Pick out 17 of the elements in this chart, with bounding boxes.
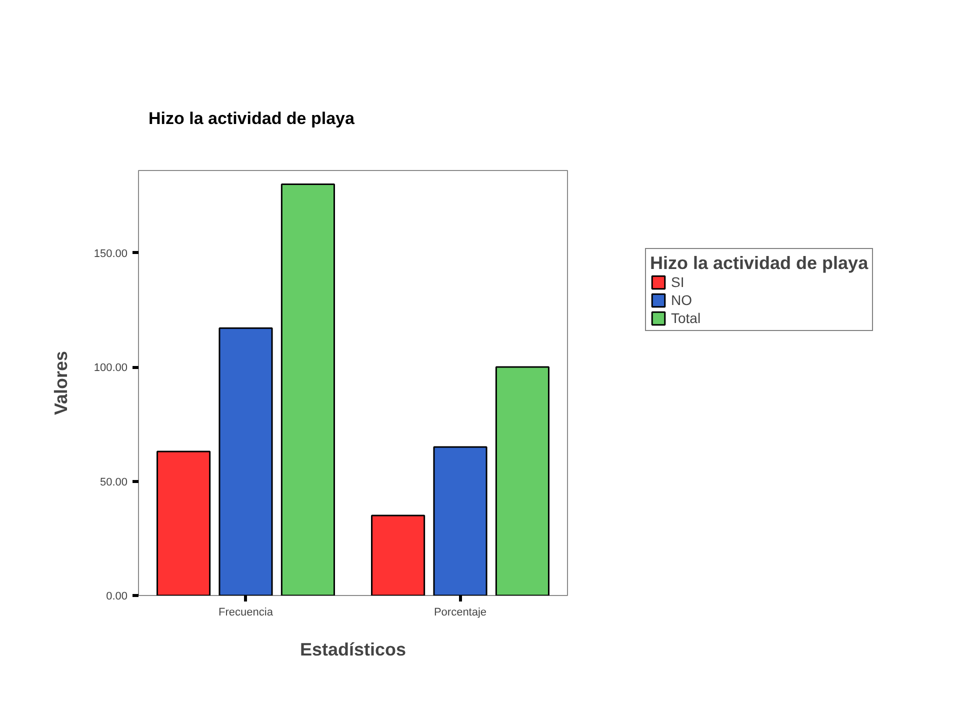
bar <box>495 366 550 596</box>
chart-title: Hizo la actividad de playa <box>148 109 356 128</box>
bar <box>156 450 211 596</box>
legend-label: SI <box>671 274 686 290</box>
y-axis-title: Valores <box>50 350 71 416</box>
bar <box>371 514 426 596</box>
y-tick-label: 50.00 <box>100 476 128 488</box>
x-axis-title: Estadísticos <box>300 640 406 660</box>
legend-label: Total <box>671 310 701 326</box>
legend-title: Hizo la actividad de playa <box>650 253 868 274</box>
y-tick-label: 0.00 <box>106 590 128 602</box>
x-tick-label: Frecuencia <box>218 606 274 618</box>
y-tick-label: 100.00 <box>94 362 128 374</box>
x-tick-label: Porcentaje <box>434 606 487 618</box>
y-tick-label: 150.00 <box>94 248 128 260</box>
bar <box>280 183 335 596</box>
legend-label: NO <box>671 292 692 308</box>
